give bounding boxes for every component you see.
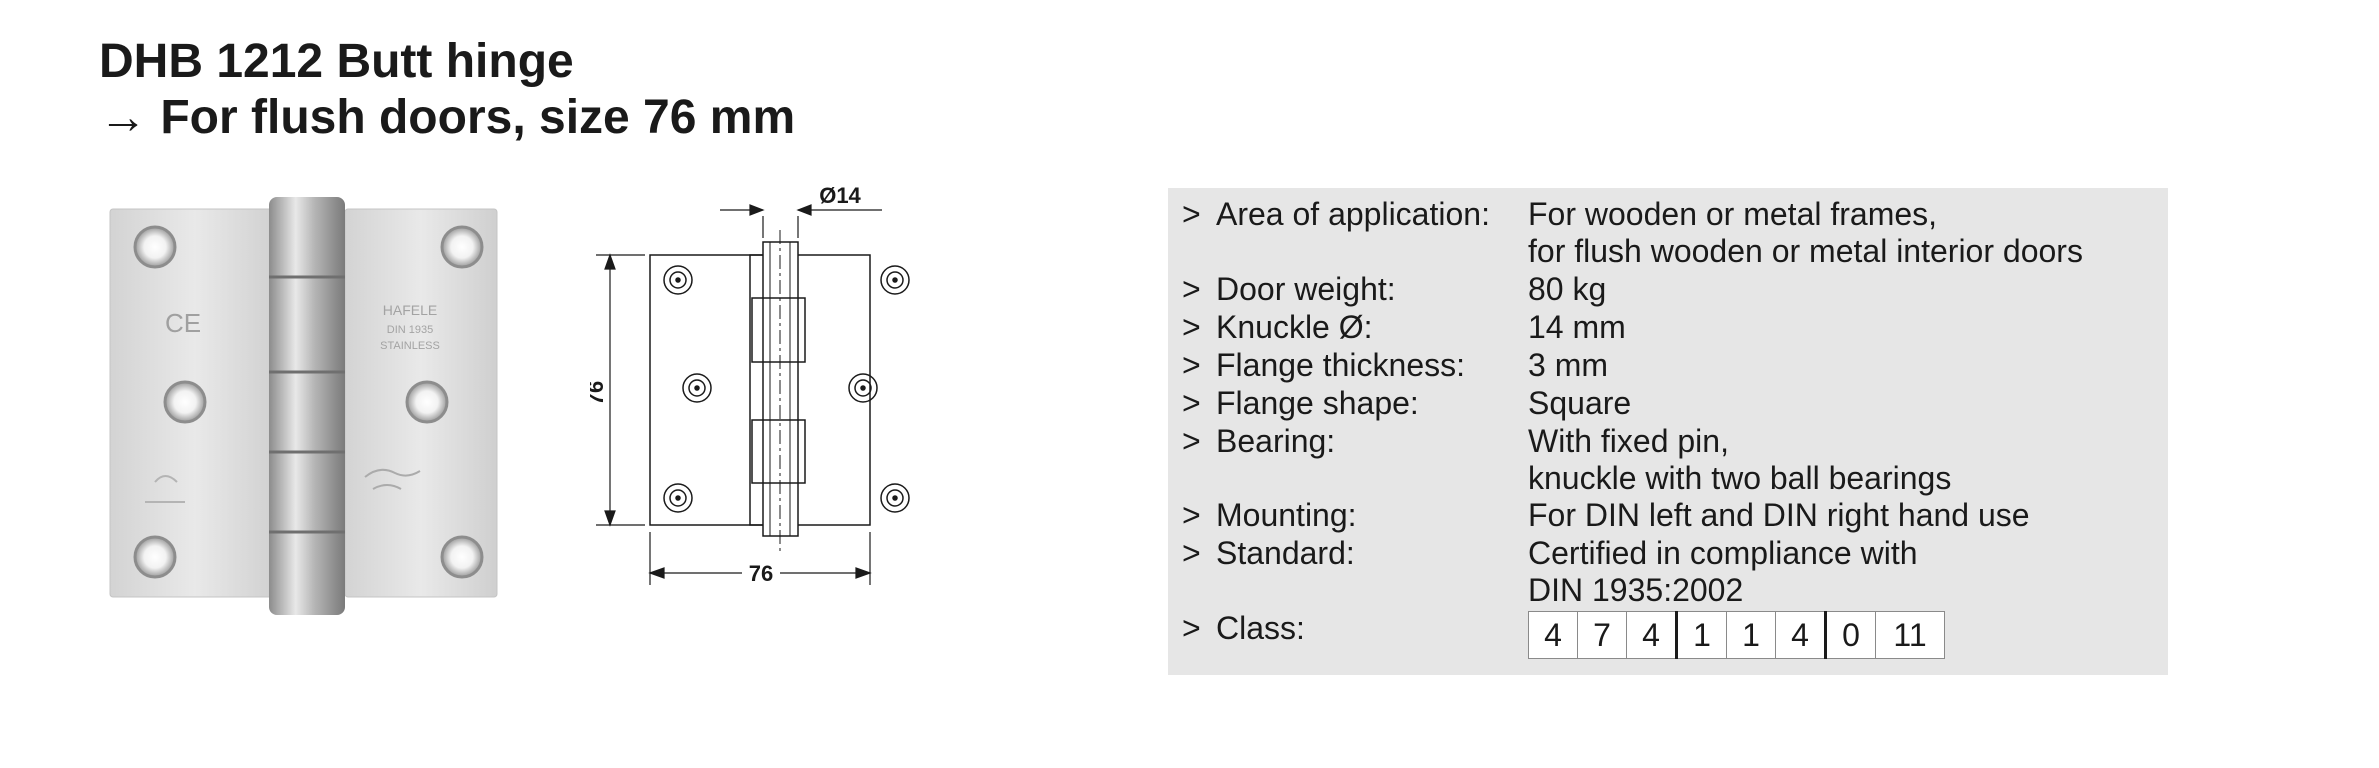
- bullet-arrow: >: [1182, 610, 1201, 646]
- screw-hole: [163, 380, 207, 424]
- class-cell: 11: [1875, 611, 1945, 659]
- spec-value: 80 kg: [1528, 271, 1606, 308]
- brand-logo-icon: [364, 468, 421, 490]
- spec-value-line: for flush wooden or metal interior doors: [1528, 233, 2083, 269]
- bullet-arrow: >: [1182, 497, 1201, 533]
- spec-value-line: Certified in compliance with: [1528, 535, 1918, 571]
- marking-icon: [145, 475, 185, 503]
- bullet-arrow: >: [1182, 535, 1201, 571]
- bullet-arrow: >: [1182, 385, 1201, 421]
- specification-box: > Area of application: For wooden or met…: [1168, 188, 2168, 675]
- spec-value: For wooden or metal frames, for flush wo…: [1528, 196, 2083, 270]
- stamp-line-3: STAINLESS: [380, 340, 440, 352]
- drawing-screw-hole: [663, 483, 693, 513]
- bullet-arrow: >: [1182, 271, 1201, 307]
- class-cell: 1: [1726, 611, 1776, 659]
- width-label: 76: [749, 561, 773, 586]
- spec-value: 14 mm: [1528, 309, 1626, 346]
- spec-value-line: knuckle with two ball bearings: [1528, 460, 1952, 496]
- screw-hole: [440, 535, 484, 579]
- spec-value: For DIN left and DIN right hand use: [1528, 497, 2030, 534]
- class-cell: 4: [1626, 611, 1677, 659]
- spec-value-line: DIN 1935:2002: [1528, 572, 1744, 608]
- screw-hole: [405, 380, 449, 424]
- spec-value-line: 80 kg: [1528, 271, 1607, 307]
- drawing-screw-hole: [663, 265, 693, 295]
- spec-label: Flange shape:: [1216, 385, 1419, 421]
- spec-value-line: For DIN left and DIN right hand use: [1528, 497, 2030, 533]
- title-line-2: → For flush doors, size 76 mm: [99, 91, 796, 144]
- bullet-arrow: >: [1182, 196, 1201, 232]
- knuckle: [269, 197, 345, 615]
- spec-value-line: For wooden or metal frames,: [1528, 196, 1938, 232]
- bullet-arrow: >: [1182, 347, 1201, 383]
- spec-label: Standard:: [1216, 535, 1355, 571]
- page-title: DHB 1212 Butt hinge → For flush doors, s…: [99, 34, 795, 146]
- class-cell: 4: [1528, 611, 1578, 659]
- spec-value-line: With fixed pin,: [1528, 423, 1729, 459]
- spec-value: 3 mm: [1528, 347, 1608, 384]
- hinge-photo: CE HAFELE DIN 1935 STAINLESS: [109, 197, 498, 615]
- ce-mark: CE: [165, 308, 201, 338]
- screw-hole: [133, 225, 177, 269]
- dimension-height: [596, 253, 645, 527]
- dimension-diameter: [720, 204, 882, 238]
- spec-value-line: 3 mm: [1528, 347, 1608, 383]
- class-cell: 4: [1775, 611, 1826, 659]
- height-label: 76: [590, 381, 608, 405]
- technical-drawing: Ø14 76 76: [590, 183, 910, 586]
- title-line-1: DHB 1212 Butt hinge: [99, 35, 574, 88]
- spec-label: Door weight:: [1216, 271, 1396, 307]
- screw-hole: [440, 225, 484, 269]
- stamp-line-1: HAFELE: [383, 302, 437, 318]
- bullet-arrow: >: [1182, 423, 1201, 459]
- spec-label: Mounting:: [1216, 497, 1357, 533]
- diameter-label: Ø14: [819, 183, 861, 208]
- drawing-screw-hole: [848, 373, 878, 403]
- spec-label: Flange thickness:: [1216, 347, 1466, 383]
- spec-value-line: Square: [1528, 385, 1632, 421]
- spec-value: Square: [1528, 385, 1631, 422]
- screw-hole: [133, 535, 177, 579]
- spec-label: Bearing:: [1216, 423, 1336, 459]
- spec-value: With fixed pin, knuckle with two ball be…: [1528, 423, 1951, 497]
- drawing-screw-hole: [880, 483, 910, 513]
- drawing-screw-hole: [880, 265, 910, 295]
- class-code-table: 4 7 4 1 1 4 0 11: [1528, 611, 1945, 659]
- spec-value-line: 14 mm: [1528, 309, 1626, 345]
- drawing-screw-hole: [682, 373, 712, 403]
- spec-label: Class:: [1216, 610, 1305, 646]
- class-cell: 0: [1824, 611, 1876, 659]
- class-cell: 1: [1675, 611, 1727, 659]
- left-flange-outline: [649, 254, 766, 526]
- spec-label: Knuckle Ø:: [1216, 309, 1373, 345]
- spec-value: Certified in compliance with DIN 1935:20…: [1528, 535, 1918, 609]
- spec-label: Area of application:: [1216, 196, 1490, 232]
- stamp-line-2: DIN 1935: [387, 324, 433, 336]
- class-cell: 7: [1577, 611, 1627, 659]
- bullet-arrow: >: [1182, 309, 1201, 345]
